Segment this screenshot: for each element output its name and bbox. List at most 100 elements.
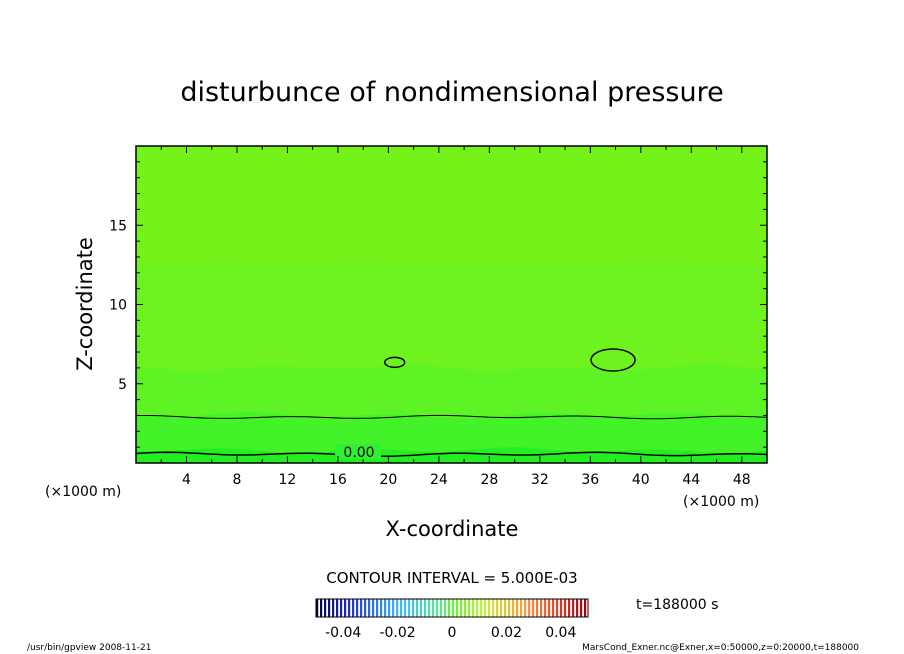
colorbar-swatch <box>472 599 475 617</box>
colorbar-swatch <box>544 599 547 617</box>
colorbar-swatch <box>464 599 467 617</box>
x-tick-label: 20 <box>379 472 397 488</box>
colorbar-swatch <box>344 599 347 617</box>
colorbar-swatch <box>496 599 499 617</box>
footer-right: MarsCond_Exner.nc@Exner,x=0:50000,z=0:20… <box>582 643 859 653</box>
colorbar-swatch <box>388 599 391 617</box>
y-unit-label: (×1000 m) <box>45 484 121 500</box>
colorbar-tick-label: 0.02 <box>491 625 522 641</box>
colorbar-tick-label: 0 <box>448 625 457 641</box>
contour-label: 0.00 <box>343 445 374 461</box>
colorbar-swatch <box>520 599 523 617</box>
colorbar-swatch <box>428 599 431 617</box>
colorbar-swatch <box>440 599 443 617</box>
colorbar-tick-label: -0.04 <box>325 625 361 641</box>
colorbar-tick-label: 0.04 <box>545 625 576 641</box>
colorbar-swatch <box>340 599 343 617</box>
colorbar-swatch <box>396 599 399 617</box>
colorbar-swatch <box>436 599 439 617</box>
colorbar-swatch <box>484 599 487 617</box>
field-band <box>136 412 767 463</box>
colorbar-swatch <box>376 599 379 617</box>
colorbar-swatch <box>580 599 583 617</box>
x-tick-label: 8 <box>232 472 241 488</box>
x-tick-label: 32 <box>531 472 549 488</box>
y-tick-label: 10 <box>109 298 127 314</box>
colorbar-swatch <box>384 599 387 617</box>
x-tick-label: 12 <box>279 472 297 488</box>
contour-line <box>383 356 406 369</box>
colorbar-swatch <box>488 599 491 617</box>
colorbar-swatch <box>500 599 503 617</box>
colorbar-swatch <box>360 599 363 617</box>
colorbar-swatch <box>404 599 407 617</box>
colorbar-swatch <box>356 599 359 617</box>
colorbar-swatch <box>316 599 319 617</box>
colorbar-swatch <box>368 599 371 617</box>
colorbar-swatch <box>532 599 535 617</box>
colorbar-swatch <box>352 599 355 617</box>
contour-interval: CONTOUR INTERVAL = 5.000E-03 <box>326 569 577 587</box>
y-tick-label: 15 <box>109 218 127 234</box>
contour-line <box>136 451 767 458</box>
x-tick-label: 24 <box>430 472 448 488</box>
colorbar-swatch <box>420 599 423 617</box>
x-tick-label: 16 <box>329 472 347 488</box>
colorbar-swatch <box>364 599 367 617</box>
y-axis-title: Z-coordinate <box>73 237 97 371</box>
colorbar-swatch <box>548 599 551 617</box>
colorbar-swatch <box>504 599 507 617</box>
colorbar-swatch <box>336 599 339 617</box>
chart-title: disturbunce of nondimensional pressure <box>180 77 723 108</box>
time-label: t=188000 s <box>636 597 718 613</box>
colorbar-swatch <box>416 599 419 617</box>
colorbar-swatch <box>460 599 463 617</box>
colorbar-swatch <box>564 599 567 617</box>
colorbar-swatch <box>584 599 587 617</box>
x-tick-label: 40 <box>632 472 650 488</box>
contour-label-bg <box>335 444 381 459</box>
colorbar-swatch <box>468 599 471 617</box>
colorbar-swatch <box>480 599 483 617</box>
colorbar-swatch <box>508 599 511 617</box>
colorbar-swatch <box>492 599 495 617</box>
colorbar <box>316 599 587 617</box>
x-tick-label: 44 <box>682 472 700 488</box>
x-unit-label: (×1000 m) <box>683 494 759 510</box>
colorbar-swatch <box>516 599 519 617</box>
colorbar-swatch <box>328 599 331 617</box>
colorbar-swatch <box>452 599 455 617</box>
colorbar-swatch <box>512 599 515 617</box>
colorbar-swatch <box>324 599 327 617</box>
colorbar-swatch <box>552 599 555 617</box>
contour-line <box>590 348 636 372</box>
colorbar-swatch <box>560 599 563 617</box>
colorbar-swatch <box>572 599 575 617</box>
x-tick-label: 36 <box>581 472 599 488</box>
colorbar-swatch <box>392 599 395 617</box>
colorbar-swatch <box>320 599 323 617</box>
colorbar-swatch <box>448 599 451 617</box>
x-axis-title: X-coordinate <box>386 517 519 541</box>
field-band <box>136 447 767 463</box>
colorbar-swatch <box>576 599 579 617</box>
colorbar-swatch <box>476 599 479 617</box>
colorbar-swatch <box>332 599 335 617</box>
colorbar-swatch <box>556 599 559 617</box>
colorbar-swatch <box>444 599 447 617</box>
x-tick-label: 48 <box>733 472 751 488</box>
footer-left: /usr/bin/gpview 2008-11-21 <box>27 643 152 653</box>
colorbar-swatch <box>380 599 383 617</box>
x-tick-label: 28 <box>480 472 498 488</box>
colorbar-swatch <box>400 599 403 617</box>
colorbar-swatch <box>408 599 411 617</box>
colorbar-swatch <box>540 599 543 617</box>
x-tick-label: 4 <box>182 472 191 488</box>
colorbar-swatch <box>456 599 459 617</box>
colorbar-swatch <box>372 599 375 617</box>
colorbar-frame <box>315 598 589 618</box>
colorbar-swatch <box>536 599 539 617</box>
colorbar-swatch <box>424 599 427 617</box>
colorbar-swatch <box>432 599 435 617</box>
